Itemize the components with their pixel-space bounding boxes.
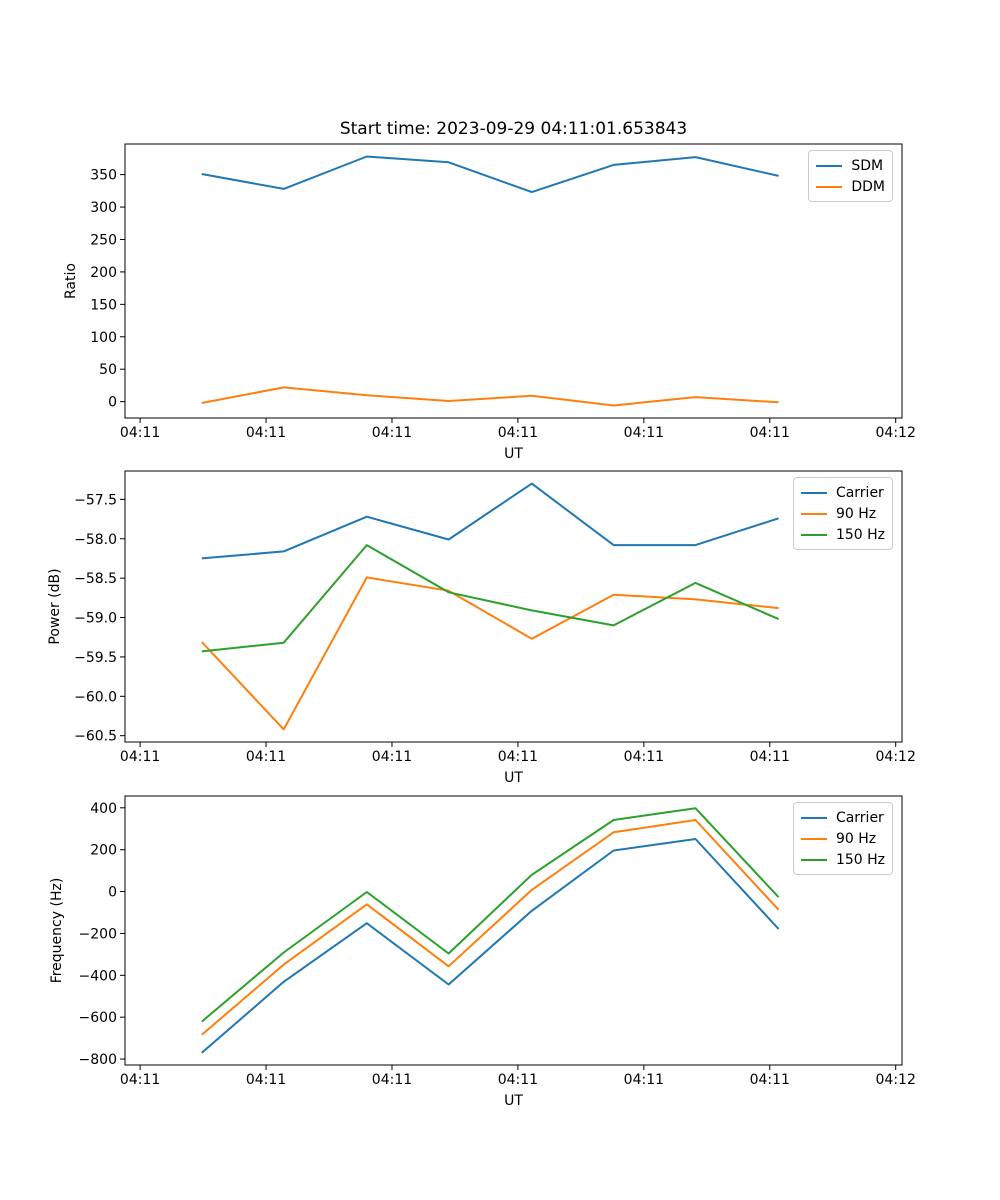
legend-line-sample [800, 816, 827, 819]
frequency-legend-entry-90-hz: 90 Hz [800, 828, 885, 849]
frequency-yaxis-label: Frequency (Hz) [49, 878, 65, 984]
frequency-line-90-hz [201, 819, 780, 1036]
ratio-ytick-label: 100 [90, 330, 117, 346]
power-ytick-label: −59.0 [74, 611, 117, 627]
legend-label: 150 Hz [835, 526, 885, 543]
ratio-ytick-label: 200 [90, 265, 117, 281]
legend-label: SDM [851, 157, 884, 174]
power-legend-entry-150-hz: 150 Hz [800, 524, 885, 545]
frequency-xtick-label: 04:12 [876, 1072, 916, 1088]
power-xtick-label: 04:12 [876, 749, 916, 765]
frequency-ytick-label: 400 [90, 801, 117, 817]
power-ytick-label: −59.5 [74, 650, 117, 666]
ratio-ytick-label: 300 [90, 200, 117, 216]
frequency-ytick-label: 0 [108, 885, 117, 901]
power-axes-frame [124, 470, 903, 743]
frequency-xtick-label: 04:11 [120, 1072, 160, 1088]
frequency-legend: Carrier 90 Hz 150 Hz [792, 802, 893, 875]
frequency-ytick-label: −400 [79, 968, 117, 984]
power-legend: Carrier 90 Hz 150 Hz [792, 477, 893, 550]
power-yaxis-label: Power (dB) [47, 568, 63, 644]
ratio-ytick-label: 250 [90, 232, 117, 248]
ratio-legend: SDM DDM [808, 150, 893, 202]
frequency-ytick-label: −200 [79, 926, 117, 942]
power-xtick-label: 04:11 [372, 749, 412, 765]
frequency-xtick-label: 04:11 [246, 1072, 286, 1088]
power-line-90-hz [201, 576, 779, 731]
legend-line-sample [800, 533, 827, 536]
ratio-line-sdm [201, 155, 779, 194]
ratio-xaxis-label: UT [504, 446, 523, 462]
frequency-legend-entry-carrier: Carrier [800, 807, 885, 828]
power-ytick-label: −57.5 [74, 492, 117, 508]
frequency-line-carrier [201, 838, 780, 1054]
power-xtick-label: 04:11 [750, 749, 790, 765]
power-ytick-label: −58.0 [74, 532, 117, 548]
figure-title: Start time: 2023-09-29 04:11:01.653843 [339, 119, 688, 139]
power-line-150-hz [201, 544, 779, 653]
power-xtick-label: 04:11 [498, 749, 538, 765]
ratio-ytick-label: 150 [90, 297, 117, 313]
frequency-xtick-label: 04:11 [750, 1072, 790, 1088]
frequency-line-150-hz [201, 807, 780, 1023]
power-xtick-label: 04:11 [246, 749, 286, 765]
frequency-xtick-label: 04:11 [372, 1072, 412, 1088]
legend-line-sample [816, 164, 843, 167]
subplot-ratio: 0 50 100 150 200 250 300 350 04:11 04:11 04:11 04:1… [63, 143, 916, 462]
power-ytick-label: −60.5 [74, 729, 117, 745]
frequency-xaxis-label: UT [504, 1093, 523, 1109]
power-xtick-label: 04:11 [624, 749, 664, 765]
power-ytick-label: −60.0 [74, 689, 117, 705]
frequency-axes-frame [124, 795, 903, 1066]
power-legend-entry-90-hz: 90 Hz [800, 503, 885, 524]
ratio-axes-frame [124, 143, 903, 419]
ratio-xtick-label: 04:11 [372, 425, 412, 441]
ratio-xtick-label: 04:11 [624, 425, 664, 441]
ratio-xtick-label: 04:12 [876, 425, 916, 441]
power-line-carrier [201, 482, 779, 560]
power-ytick-label: −58.5 [74, 571, 117, 587]
legend-line-sample [800, 837, 827, 840]
ratio-xtick-label: 04:11 [120, 425, 160, 441]
ratio-ytick-label: 0 [108, 395, 117, 411]
ratio-legend-entry-ddm: DDM [816, 176, 885, 197]
ratio-yaxis-label: Ratio [63, 263, 79, 299]
frequency-ytick-label: −600 [79, 1010, 117, 1026]
legend-label: DDM [851, 178, 885, 195]
subplot-frequency: −800 −600 −400 −200 0 200 400 04:11 04:11 04:11 04… [49, 795, 916, 1109]
frequency-ytick-label: 200 [90, 843, 117, 859]
legend-line-sample [800, 491, 827, 494]
frequency-ytick-label: −800 [79, 1052, 117, 1068]
ratio-xtick-label: 04:11 [246, 425, 286, 441]
ratio-ytick-label: 50 [99, 362, 117, 378]
power-legend-entry-carrier: Carrier [800, 482, 885, 503]
subplot-power: −60.5 −60.0 −59.5 −59.0 −58.5 −58.0 −57.5 04:11… [47, 470, 916, 786]
legend-line-sample [800, 512, 827, 515]
ratio-legend-entry-sdm: SDM [816, 155, 885, 176]
power-xtick-label: 04:11 [120, 749, 160, 765]
legend-label: 90 Hz [835, 505, 877, 522]
legend-line-sample [816, 185, 843, 188]
frequency-xtick-label: 04:11 [624, 1072, 664, 1088]
legend-label: 90 Hz [835, 830, 877, 847]
ratio-ytick-label: 350 [90, 168, 117, 184]
power-xaxis-label: UT [504, 770, 523, 786]
legend-line-sample [800, 858, 827, 861]
frequency-legend-entry-150-hz: 150 Hz [800, 849, 885, 870]
legend-label: Carrier [835, 809, 884, 826]
ratio-line-ddm [201, 386, 779, 407]
ratio-xtick-label: 04:11 [498, 425, 538, 441]
legend-label: 150 Hz [835, 851, 885, 868]
legend-label: Carrier [835, 484, 884, 501]
frequency-xtick-label: 04:11 [498, 1072, 538, 1088]
ratio-xtick-label: 04:11 [750, 425, 790, 441]
